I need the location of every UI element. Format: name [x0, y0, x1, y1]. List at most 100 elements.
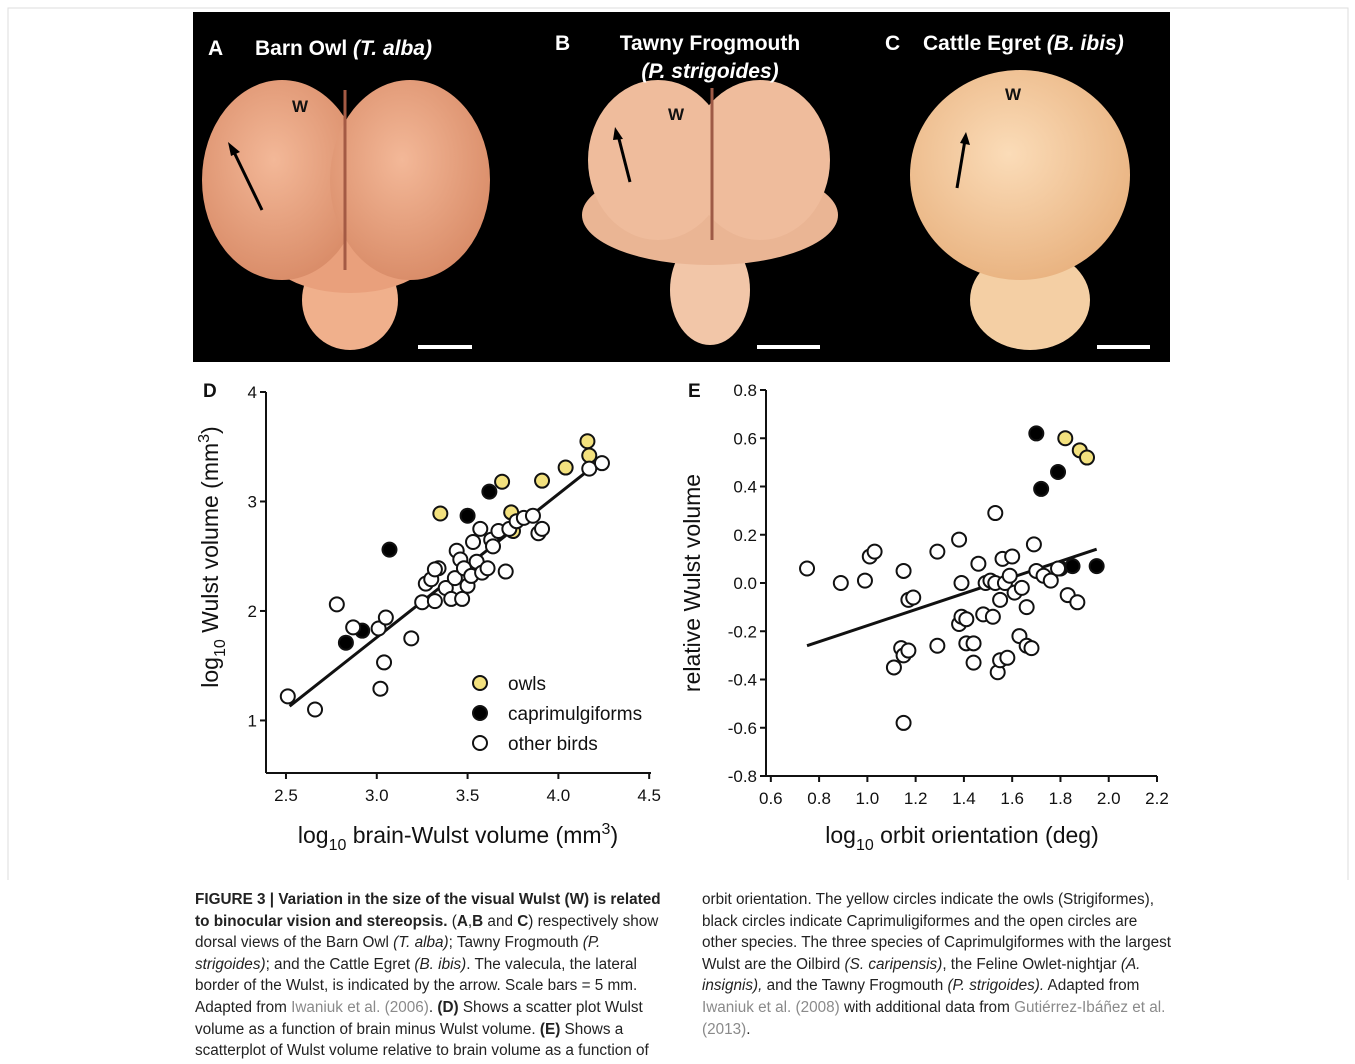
data-point: [986, 610, 1000, 624]
data-point: [834, 576, 848, 590]
figure: ABarn Owl (T. alba)WBTawny Frogmouth(P. …: [0, 0, 1355, 880]
y-tick-label: -0.8: [728, 767, 757, 786]
data-point: [1070, 595, 1084, 609]
data-point: [580, 434, 594, 448]
photo-name: Cattle Egret: [923, 32, 1041, 55]
x-tick-label: 1.4: [952, 789, 976, 808]
data-point: [1034, 482, 1048, 496]
data-point: [993, 593, 1007, 607]
data-point: [1000, 651, 1014, 665]
caption-run: (B. ibis): [414, 956, 466, 973]
x-tick-label: 3.0: [365, 786, 389, 805]
caption-run: C: [517, 913, 528, 930]
axis-label-part: 3: [196, 434, 213, 443]
axis-label-part: log: [825, 822, 856, 848]
data-point: [428, 594, 442, 608]
photo-species: (B. ibis): [1047, 32, 1124, 55]
y-tick-label: 0.6: [733, 429, 757, 448]
y-tick-label: -0.4: [728, 671, 757, 690]
x-tick-label: 1.6: [1000, 789, 1024, 808]
data-point: [952, 533, 966, 547]
data-point: [582, 449, 596, 463]
panel-letter: E: [688, 381, 701, 402]
axis-label: relative Wulst volume: [679, 474, 705, 692]
caption-run: and: [483, 913, 517, 930]
data-point: [466, 535, 480, 549]
caption-run: B: [472, 913, 483, 930]
axis-label-part: ): [197, 426, 223, 434]
x-tick-label: 4.5: [637, 786, 661, 805]
data-point: [377, 655, 391, 669]
caption-run: (T. alba): [393, 934, 449, 951]
photo-letter: C: [885, 32, 900, 55]
data-point: [1058, 431, 1072, 445]
data-point: [1051, 562, 1065, 576]
caption-run: with additional data from: [840, 999, 1014, 1016]
data-point: [1003, 569, 1017, 583]
data-point: [959, 612, 973, 626]
data-point: [535, 522, 549, 536]
data-point: [1029, 426, 1043, 440]
photo-title: Barn Owl (T. alba): [255, 37, 432, 60]
caption-run: Iwaniuk et al. (2006): [291, 999, 429, 1016]
legend-label: caprimulgiforms: [508, 704, 642, 725]
data-point: [988, 506, 1002, 520]
data-point: [906, 590, 920, 604]
wulst-label: W: [668, 105, 685, 124]
data-point: [281, 689, 295, 703]
photo-title: Tawny Frogmouth: [620, 32, 800, 55]
y-tick-label: 1: [248, 711, 257, 730]
data-point: [1024, 641, 1038, 655]
figure-caption: FIGURE 3 | Variation in the size of the …: [195, 889, 1173, 1062]
photo-title: Cattle Egret (B. ibis): [923, 32, 1124, 55]
data-point: [967, 636, 981, 650]
x-tick-label: 2.0: [1097, 789, 1121, 808]
caption-run: (P. strigoides).: [947, 977, 1044, 994]
axis-label-part: ): [610, 822, 618, 848]
data-point: [901, 644, 915, 658]
data-point: [971, 557, 985, 571]
y-tick-label: 0.4: [733, 478, 757, 497]
data-point: [473, 522, 487, 536]
data-point: [897, 564, 911, 578]
x-tick-label: 1.8: [1049, 789, 1073, 808]
legend-marker: [473, 676, 487, 690]
data-point: [499, 565, 513, 579]
axis-label-part: 10: [856, 837, 874, 854]
data-point: [930, 639, 944, 653]
data-point: [559, 461, 573, 475]
legend-label: owls: [508, 674, 546, 695]
legend-marker: [473, 706, 487, 720]
data-point: [455, 592, 469, 606]
x-tick-label: 1.2: [904, 789, 928, 808]
data-point: [373, 682, 387, 696]
axis-label-part: Wulst volume (mm: [197, 443, 223, 639]
axis-label: log10 brain-Wulst volume (mm3): [298, 821, 618, 854]
axis-label-part: log: [298, 822, 329, 848]
data-point: [1066, 559, 1080, 573]
data-point: [428, 562, 442, 576]
wulst-label: W: [1005, 85, 1022, 104]
caption-run: (S. caripensis): [845, 956, 943, 973]
axis-label: log10 Wulst volume (mm3): [196, 426, 229, 687]
data-point: [1005, 549, 1019, 563]
x-tick-label: 4.0: [547, 786, 571, 805]
data-point: [868, 545, 882, 559]
y-tick-label: 3: [248, 492, 257, 511]
y-tick-label: 0.8: [733, 381, 757, 400]
x-tick-label: 0.8: [807, 789, 831, 808]
data-point: [330, 597, 344, 611]
data-point: [800, 562, 814, 576]
data-point: [897, 716, 911, 730]
caption-run: .: [746, 1021, 750, 1038]
data-point: [858, 574, 872, 588]
data-point: [1020, 600, 1034, 614]
data-point: [526, 509, 540, 523]
caption-run: , the Feline Owlet-nightjar: [942, 956, 1121, 973]
x-tick-label: 1.0: [856, 789, 880, 808]
data-point: [495, 475, 509, 489]
y-tick-label: -0.6: [728, 719, 757, 738]
data-point: [486, 539, 500, 553]
caption-run: A: [457, 913, 468, 930]
caption-run: Adapted from: [1044, 977, 1139, 994]
